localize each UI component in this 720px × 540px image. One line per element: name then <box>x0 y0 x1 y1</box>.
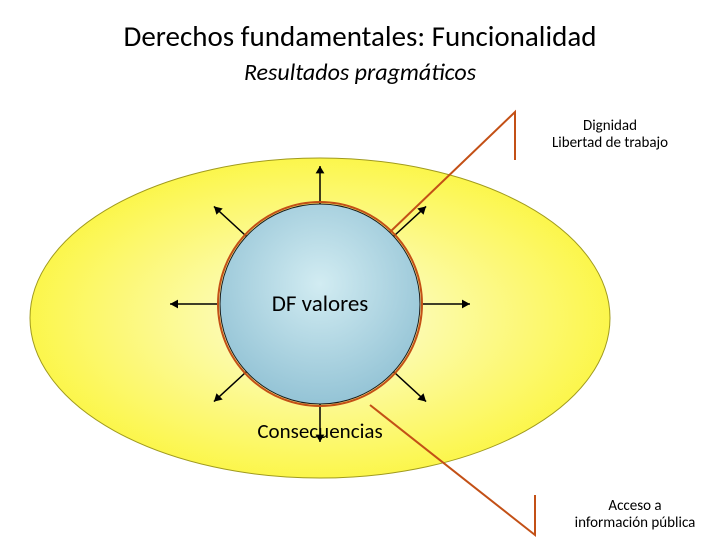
callout-line: Dignidad <box>510 118 710 135</box>
callout-bottom: Acceso ainformación pública <box>535 498 720 533</box>
consequences-label: Consecuencias <box>200 418 440 444</box>
callout-top: DignidadLibertad de trabajo <box>510 118 710 153</box>
callout-line: información pública <box>535 515 720 532</box>
callout-line: Acceso a <box>535 498 720 515</box>
diagram-canvas <box>0 0 720 540</box>
slide: Derechos fundamentales: Funcionalidad Re… <box>0 0 720 540</box>
callout-line: Libertad de trabajo <box>510 135 710 152</box>
center-label: DF valores <box>200 290 440 318</box>
